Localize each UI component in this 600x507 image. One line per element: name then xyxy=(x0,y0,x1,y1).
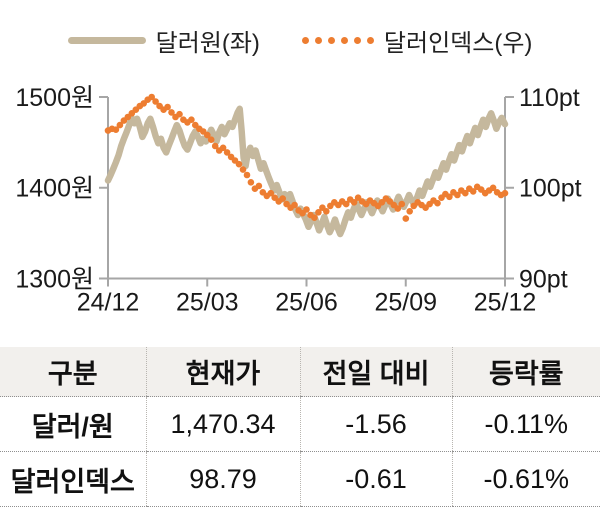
legend-label-dollar-index: 달러인덱스(우) xyxy=(383,29,533,57)
dollar-index-price: 98.79 xyxy=(145,451,300,507)
dollar-index-label: 달러인덱스 xyxy=(0,451,146,507)
table-header-row: 구분 현재가 전일 대비 등락률 xyxy=(0,347,600,397)
dollar-won-label: 달러/원 xyxy=(0,396,146,452)
chart-axes: 1500원 1400원 1300원 110pt 100pt 90pt 24/12 25/03 2… xyxy=(15,84,581,317)
dollar-index-dots-swatch xyxy=(301,36,374,44)
table-row-dollar-won: 달러/원 1,470.34 -1.56 -0.11% xyxy=(0,396,600,452)
x-axis-tick-label: 24/12 xyxy=(77,289,140,317)
dollar-won-line-swatch xyxy=(67,36,146,44)
dollar-won-series xyxy=(104,105,509,238)
x-axis-tick-label: 25/06 xyxy=(275,289,338,317)
header-change: 전일 대비 xyxy=(299,347,452,397)
right-axis-tick-label: 90pt xyxy=(519,265,568,293)
quote-table: 구분 현재가 전일 대비 등락률 달러/원 1,470.34 -1.56 -0.… xyxy=(0,347,600,507)
left-axis-tick-label: 1500원 xyxy=(15,84,94,112)
exchange-rate-chart: 1500원 1400원 1300원 110pt 100pt 90pt 24/12 25/03 2… xyxy=(0,80,600,330)
header-price: 현재가 xyxy=(145,347,300,397)
dollar-index-change: -0.61 xyxy=(299,451,452,507)
left-axis-tick-label: 1400원 xyxy=(15,175,94,203)
table-row-dollar-index: 달러인덱스 98.79 -0.61 -0.61% xyxy=(0,451,600,507)
dollar-won-vs-dollar-index-chart: 1500원 1400원 1300원 110pt 100pt 90pt 24/12 25/03 2… xyxy=(15,84,581,317)
dollar-won-change: -1.56 xyxy=(299,396,452,452)
legend-item-dollar-won: 달러원(좌) xyxy=(67,23,260,58)
header-change-pct: 등락률 xyxy=(451,347,600,397)
right-axis-tick-label: 100pt xyxy=(519,175,582,203)
dollar-index-series xyxy=(104,93,509,222)
dollar-won-price: 1,470.34 xyxy=(145,396,300,452)
chart-legend: 달러원(좌) 달러인덱스(우) xyxy=(0,0,600,80)
x-axis-tick-label: 25/12 xyxy=(474,289,537,317)
right-axis-tick-label: 110pt xyxy=(519,84,580,112)
legend-label-dollar-won: 달러원(좌) xyxy=(155,29,260,57)
header-category: 구분 xyxy=(0,347,146,397)
x-axis-tick-label: 25/09 xyxy=(374,289,437,317)
dollar-index-change-pct: -0.61% xyxy=(451,451,600,507)
x-axis-tick-label: 25/03 xyxy=(176,289,239,317)
legend-item-dollar-index: 달러인덱스(우) xyxy=(301,23,533,58)
dollar-won-change-pct: -0.11% xyxy=(451,396,600,452)
left-axis-tick-label: 1300원 xyxy=(15,265,94,293)
